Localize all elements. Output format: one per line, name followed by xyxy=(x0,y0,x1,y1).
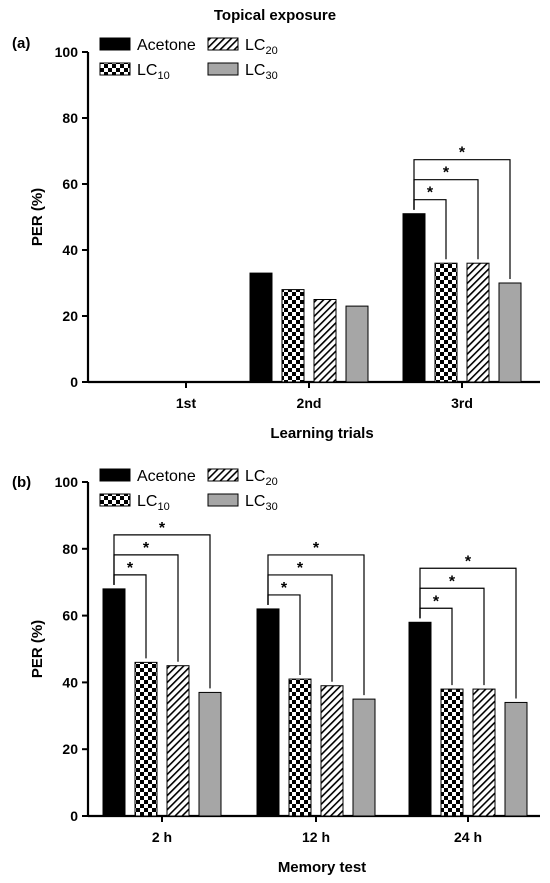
significance-star: * xyxy=(427,185,434,202)
legend-label-subscript: 30 xyxy=(265,70,277,82)
y-tick-label: 80 xyxy=(62,541,78,557)
y-tick-label: 100 xyxy=(55,44,79,60)
significance-star: * xyxy=(281,580,288,597)
bar-lc30-2nd xyxy=(345,305,369,383)
significance-star: * xyxy=(459,145,466,162)
legend-swatch xyxy=(99,493,131,507)
legend-label-base: LC xyxy=(137,493,157,510)
bar-lc10-3rd xyxy=(434,262,458,383)
panel-b: 0 20 40 60 80 100 PER (%) (b) 2 h 12 h 24 h Memory … xyxy=(12,468,540,876)
significance-star: * xyxy=(313,540,320,557)
panel-label: (a) xyxy=(12,35,30,52)
significance-bracket xyxy=(267,554,365,696)
y-tick-label: 0 xyxy=(70,808,78,824)
bar-acetone-2nd xyxy=(249,272,273,383)
bar-lc20-2nd xyxy=(313,299,337,383)
y-tick-label: 40 xyxy=(62,242,78,258)
y-tick-label: 40 xyxy=(62,674,78,690)
y-tick-label: 80 xyxy=(62,110,78,126)
legend-label-subscript: 10 xyxy=(157,501,169,513)
legend-label-base: LC xyxy=(245,37,265,54)
bar-lc30-12h xyxy=(352,698,376,817)
y-tick-label: 20 xyxy=(62,741,78,757)
bar-lc10-12h xyxy=(288,678,312,817)
legend-label-base: LC xyxy=(245,468,265,485)
bar-lc20-3rd xyxy=(466,262,490,383)
legend-label: LC10 xyxy=(137,493,170,513)
legend-label-subscript: 30 xyxy=(265,501,277,513)
legend-label: Acetone xyxy=(137,468,196,485)
significance-star: * xyxy=(465,553,472,570)
figure-title: Topical exposure xyxy=(214,7,336,24)
significance-bracket xyxy=(413,159,511,279)
y-axis-label: PER (%) xyxy=(29,620,46,678)
x-tick-label: 1st xyxy=(176,395,197,411)
bar-lc30-24h xyxy=(504,701,528,817)
significance-star: * xyxy=(433,593,440,610)
legend-label-base: Acetone xyxy=(137,37,196,54)
legend-label-subscript: 20 xyxy=(265,476,277,488)
legend-label-base: LC xyxy=(245,493,265,510)
significance-star: * xyxy=(143,540,150,557)
bar-lc10-2h xyxy=(134,661,158,817)
legend-label-base: LC xyxy=(245,62,265,79)
significance-bracket xyxy=(113,534,211,689)
panel-a: 0 20 40 60 80 100 PER (%) (a) 1st 2nd 3rd Learning … xyxy=(12,35,540,442)
bar-lc20-24h xyxy=(472,688,496,817)
legend-label-subscript: 10 xyxy=(157,70,169,82)
legend-label-base: LC xyxy=(137,62,157,79)
bar-acetone-3rd xyxy=(402,213,426,383)
legend-swatch xyxy=(99,37,131,51)
y-tick-label: 100 xyxy=(55,474,79,490)
bar-acetone-12h xyxy=(256,608,280,817)
legend-label: LC20 xyxy=(245,468,278,488)
bar-lc10-2nd xyxy=(281,289,305,383)
x-axis-label: Learning trials xyxy=(270,425,373,442)
legend-swatch xyxy=(207,493,239,507)
y-tick-label: 0 xyxy=(70,374,78,390)
significance-star: * xyxy=(297,560,304,577)
bar-lc30-2h xyxy=(198,691,222,817)
bar-lc20-12h xyxy=(320,685,344,817)
legend-label: LC30 xyxy=(245,62,278,82)
bar-lc20-2h xyxy=(166,665,190,817)
legend-swatch xyxy=(207,37,239,51)
legend-swatch xyxy=(207,62,239,76)
significance-star: * xyxy=(159,520,166,537)
legend-swatch xyxy=(99,468,131,482)
bar-acetone-24h xyxy=(408,621,432,817)
x-tick-label: 3rd xyxy=(451,395,473,411)
significance-star: * xyxy=(443,165,450,182)
legend-label-base: Acetone xyxy=(137,468,196,485)
bar-acetone-2h xyxy=(102,588,126,817)
x-tick-label: 2 h xyxy=(152,829,172,845)
legend-label: LC30 xyxy=(245,493,278,513)
bar-lc10-24h xyxy=(440,688,464,817)
legend-swatch xyxy=(99,62,131,76)
y-tick-label: 20 xyxy=(62,308,78,324)
significance-bracket xyxy=(419,567,517,699)
panel-label: (b) xyxy=(12,474,31,491)
legend-swatch xyxy=(207,468,239,482)
x-tick-label: 24 h xyxy=(454,829,482,845)
y-axis-label: PER (%) xyxy=(29,188,46,246)
significance-star: * xyxy=(449,573,456,590)
significance-star: * xyxy=(127,560,134,577)
x-tick-label: 2nd xyxy=(297,395,322,411)
x-axis-label: Memory test xyxy=(278,859,366,876)
y-tick-label: 60 xyxy=(62,608,78,624)
legend-label: Acetone xyxy=(137,37,196,54)
legend-label: LC10 xyxy=(137,62,170,82)
legend-label-subscript: 20 xyxy=(265,45,277,57)
bar-lc30-3rd xyxy=(498,282,522,383)
legend-label: LC20 xyxy=(245,37,278,57)
x-tick-label: 12 h xyxy=(302,829,330,845)
y-tick-label: 60 xyxy=(62,176,78,192)
